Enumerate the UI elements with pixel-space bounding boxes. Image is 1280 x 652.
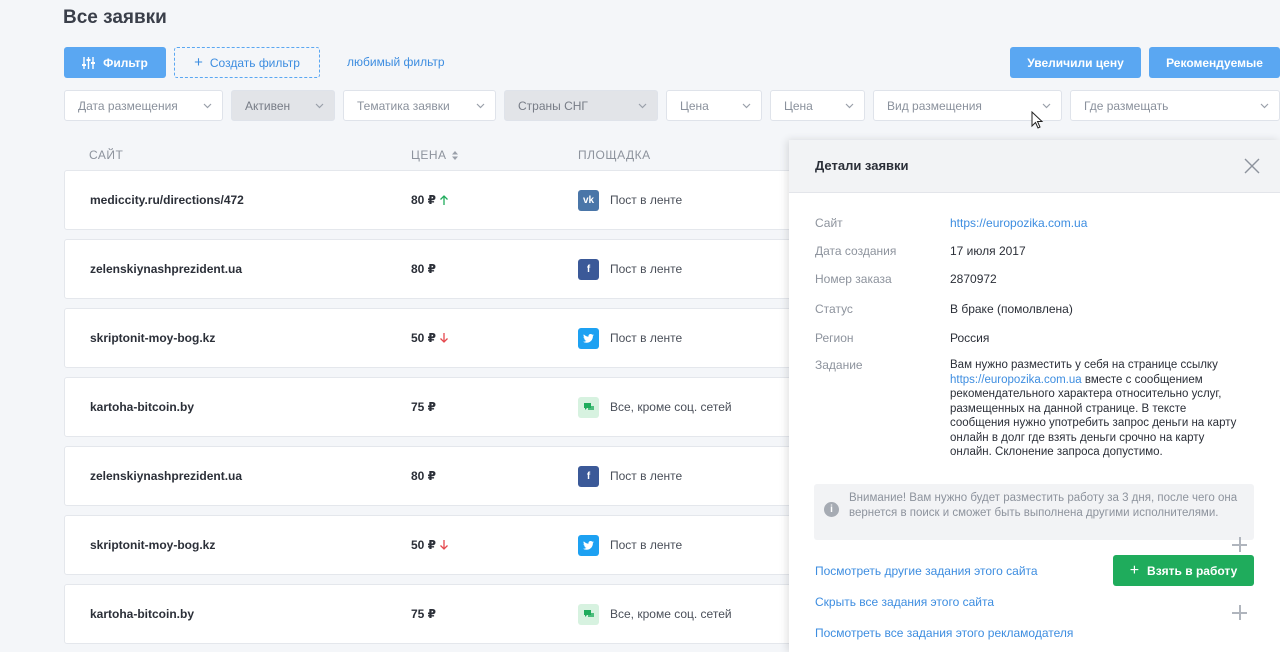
date-label: Дата создания: [815, 244, 897, 258]
row-site: mediccity.ru/directions/472: [90, 193, 244, 207]
filter-topic-dropdown[interactable]: Тематика заявки: [343, 90, 496, 121]
arrow-down-icon: [440, 540, 448, 550]
row-site: skriptonit-moy-bog.kz: [90, 538, 216, 552]
recommended-button[interactable]: Рекомендуемые: [1149, 47, 1280, 78]
chevron-down-icon: [315, 103, 324, 109]
row-site: kartoha-bitcoin.by: [90, 400, 195, 414]
chevron-down-icon: [203, 103, 212, 109]
column-header-price[interactable]: ЦЕНА: [411, 148, 458, 162]
notice-text: Внимание! Вам нужно будет разместить раб…: [849, 492, 1238, 519]
raised-price-button[interactable]: Увеличили цену: [1010, 47, 1141, 78]
row-platform: Пост в ленте: [610, 331, 683, 345]
vk-icon: vk: [578, 190, 599, 211]
order-value: 2870972: [950, 272, 997, 286]
facebook-icon: f: [578, 466, 599, 487]
row-platform: Пост в ленте: [610, 538, 683, 552]
task-label: Задание: [815, 358, 863, 372]
site-link[interactable]: https://europozika.com.ua: [950, 216, 1088, 230]
status-value: В браке (помолвлена): [950, 302, 1073, 316]
filter-active-dropdown[interactable]: Активен: [231, 90, 335, 121]
chevron-down-icon: [1042, 103, 1051, 109]
row-price: 80 ₽: [411, 262, 437, 276]
mouse-cursor-icon: [1031, 111, 1044, 129]
filter-price-to-dropdown[interactable]: Цена: [770, 90, 865, 121]
order-label: Номер заказа: [815, 272, 892, 286]
filter-countries-dropdown[interactable]: Страны СНГ: [504, 90, 658, 121]
table-row[interactable]: skriptonit-moy-bog.kz 50 ₽ Пост в ленте: [64, 515, 844, 575]
column-header-site: САЙТ: [89, 148, 124, 162]
filter-placement-type-dropdown[interactable]: Вид размещения: [873, 90, 1062, 121]
facebook-icon: f: [578, 259, 599, 280]
plus-icon: +: [194, 54, 203, 71]
filter-where-dropdown[interactable]: Где размещать: [1070, 90, 1280, 121]
row-price: 75 ₽: [411, 607, 437, 621]
table-row[interactable]: kartoha-bitcoin.by 75 ₽ Все, кроме соц. …: [64, 377, 844, 437]
notice-box: i Внимание! Вам нужно будет разместить р…: [814, 484, 1254, 540]
twitter-icon: [578, 328, 599, 349]
table-row[interactable]: kartoha-bitcoin.by 75 ₽ Все, кроме соц. …: [64, 584, 844, 644]
details-panel-header: Детали заявки: [789, 140, 1280, 193]
site-label: Сайт: [815, 216, 843, 230]
filter-date-dropdown[interactable]: Дата размещения: [64, 90, 223, 121]
task-text: Вам нужно разместить у себя на странице …: [950, 359, 1237, 458]
info-icon: i: [824, 502, 839, 517]
details-panel-title: Детали заявки: [815, 158, 909, 173]
table-row[interactable]: skriptonit-moy-bog.kz 50 ₽ Пост в ленте: [64, 308, 844, 368]
row-price: 80 ₽: [411, 193, 448, 207]
table-row[interactable]: mediccity.ru/directions/472 80 ₽ vk Пост…: [64, 170, 844, 230]
row-price: 50 ₽: [411, 331, 448, 345]
row-site: zelenskiynashprezident.ua: [90, 469, 243, 483]
page-title: Все заявки: [63, 7, 167, 28]
take-to-work-button[interactable]: + Взять в работу: [1113, 555, 1254, 586]
chevron-down-icon: [638, 103, 647, 109]
region-label: Регион: [815, 331, 854, 345]
filter-price-from-dropdown[interactable]: Цена: [666, 90, 762, 121]
status-label: Статус: [815, 302, 853, 316]
date-value: 17 июля 2017: [950, 244, 1026, 258]
plus-icon[interactable]: [1232, 605, 1247, 620]
row-site: kartoha-bitcoin.by: [90, 607, 195, 621]
chat-icon: [578, 604, 599, 625]
arrow-up-icon: [440, 195, 448, 205]
advertiser-tasks-link[interactable]: Посмотреть все задания этого рекламодате…: [815, 626, 1074, 640]
region-value: Россия: [950, 331, 990, 345]
chevron-down-icon: [1260, 103, 1269, 109]
filter-button-label: Фильтр: [103, 55, 148, 70]
create-filter-label: Создать фильтр: [209, 55, 300, 70]
sliders-icon: [82, 56, 96, 69]
row-site: zelenskiynashprezident.ua: [90, 262, 243, 276]
filter-button[interactable]: Фильтр: [64, 47, 166, 78]
arrow-down-icon: [440, 333, 448, 343]
row-platform: Пост в ленте: [610, 193, 683, 207]
row-site: skriptonit-moy-bog.kz: [90, 331, 216, 345]
chevron-down-icon: [476, 103, 485, 109]
row-price: 80 ₽: [411, 469, 437, 483]
row-platform: Все, кроме соц. сетей: [610, 400, 732, 414]
chevron-down-icon: [742, 103, 751, 109]
other-site-tasks-link[interactable]: Посмотреть другие задания этого сайта: [815, 564, 1038, 578]
twitter-icon: [578, 535, 599, 556]
row-platform: Все, кроме соц. сетей: [610, 607, 732, 621]
table-row[interactable]: zelenskiynashprezident.ua 80 ₽ f Пост в …: [64, 239, 844, 299]
task-site-link[interactable]: https://europozika.com.ua: [950, 373, 1082, 386]
table-row[interactable]: zelenskiynashprezident.ua 80 ₽ f Пост в …: [64, 446, 844, 506]
row-price: 50 ₽: [411, 538, 448, 552]
sort-icon: [451, 150, 458, 160]
chevron-down-icon: [845, 103, 854, 109]
plus-icon: +: [1129, 561, 1140, 579]
favorite-filter-link[interactable]: любимый фильтр: [347, 55, 445, 69]
create-filter-button[interactable]: + Создать фильтр: [174, 47, 320, 78]
row-platform: Пост в ленте: [610, 262, 683, 276]
chat-icon: [578, 397, 599, 418]
row-platform: Пост в ленте: [610, 469, 683, 483]
details-panel: Детали заявки Сайт https://europozika.co…: [789, 140, 1280, 652]
plus-icon[interactable]: [1232, 537, 1247, 552]
close-icon[interactable]: [1244, 158, 1260, 174]
row-price: 75 ₽: [411, 400, 437, 414]
column-header-platform: ПЛОЩАДКА: [578, 148, 651, 162]
hide-site-tasks-link[interactable]: Скрыть все задания этого сайта: [815, 595, 994, 609]
